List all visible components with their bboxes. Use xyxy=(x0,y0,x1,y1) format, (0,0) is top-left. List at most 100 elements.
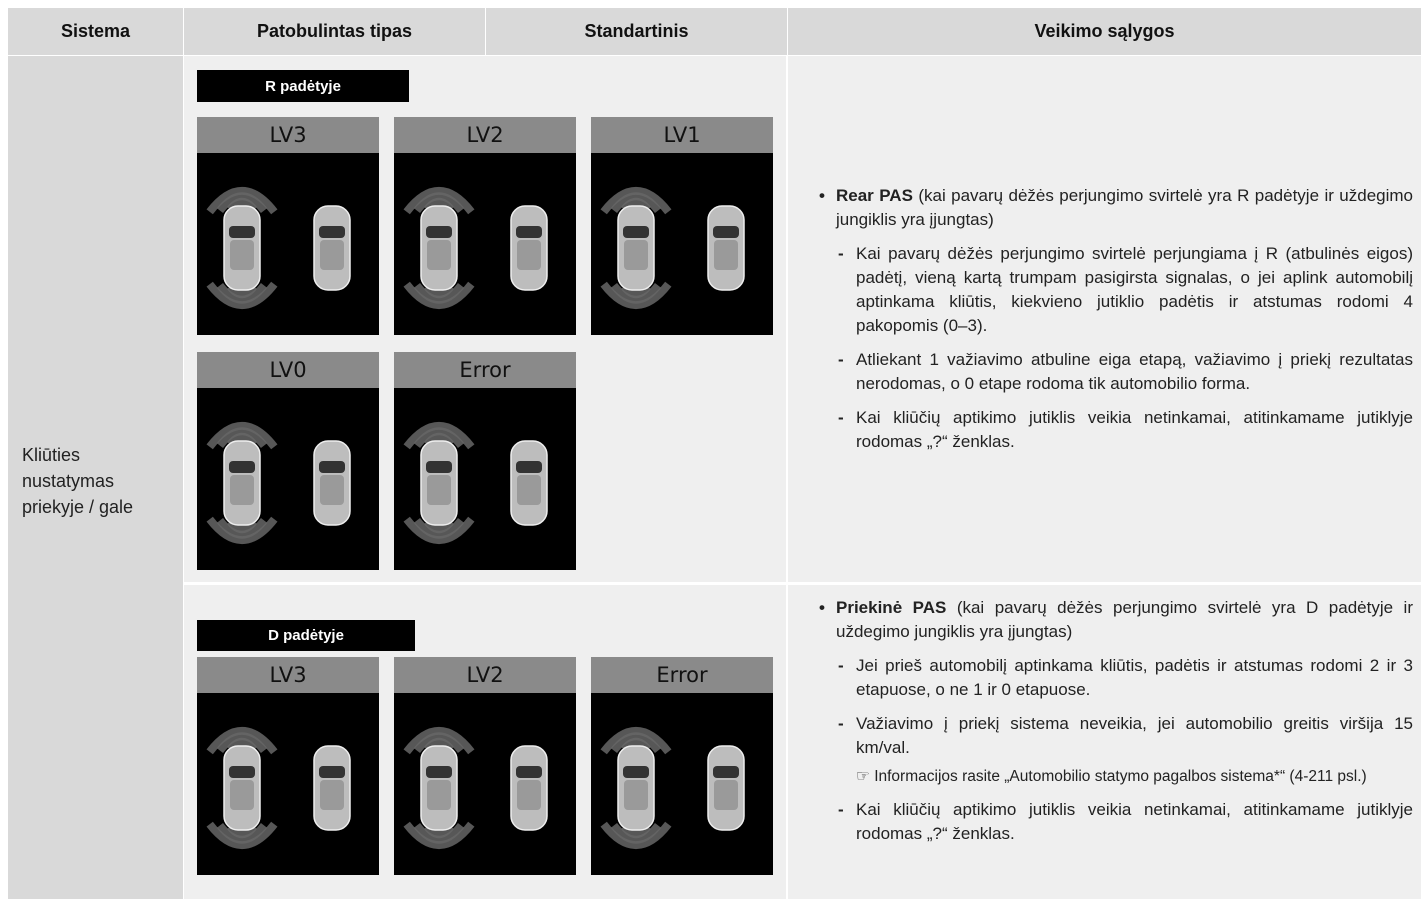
panel-label: LV3 xyxy=(197,657,379,693)
conditions: Rear PAS (kai pavarų dėžės perjungimo sv… xyxy=(787,56,1421,582)
car-window xyxy=(516,461,542,473)
display-panel: LV1 xyxy=(591,117,773,335)
car-window xyxy=(516,766,542,778)
panel-label: LV1 xyxy=(591,117,773,153)
graphic xyxy=(413,427,465,449)
display-panel: LV3 xyxy=(197,657,379,875)
row-label-line: Kliūties xyxy=(22,445,81,465)
car-roof xyxy=(517,475,541,505)
car-window xyxy=(713,226,739,238)
dash-item: Važiavimo į priekį sistema neveikia, jei… xyxy=(805,712,1413,760)
car-window xyxy=(319,461,345,473)
graphic xyxy=(403,516,475,545)
system-cell: Kliūties nustatymas priekyje / gale xyxy=(8,56,183,899)
row-label-line: nustatymas xyxy=(22,471,115,491)
car-roof xyxy=(320,475,344,505)
car-roof xyxy=(230,240,254,270)
graphic xyxy=(600,281,672,310)
graphic xyxy=(216,517,268,539)
car-roof xyxy=(624,240,648,270)
position-badge: R padėtyje xyxy=(197,70,409,102)
dash-item: Kai kliūčių aptikimo jutiklis veikia net… xyxy=(805,406,1413,454)
header-cell: Standartinis xyxy=(486,8,787,55)
dash-item: Atliekant 1 važiavimo atbuline eiga etap… xyxy=(805,348,1413,396)
header-cell: Veikimo sąlygos xyxy=(788,8,1421,55)
car-window xyxy=(516,226,542,238)
display-panel: LV3 xyxy=(197,117,379,335)
car-roof xyxy=(517,780,541,810)
graphic xyxy=(610,192,662,214)
display-panel: LV0 xyxy=(197,352,379,570)
display-panel: Error xyxy=(394,352,576,570)
graphic xyxy=(206,421,278,450)
graphic xyxy=(600,186,672,215)
car-roof xyxy=(427,475,451,505)
panel-label: LV2 xyxy=(394,657,576,693)
bullet: Priekinė PAS (kai pavarų dėžės perjungim… xyxy=(805,596,1413,644)
bullet-text: (kai pavarų dėžės perjungimo svirtelė yr… xyxy=(836,598,1413,641)
display-panel: LV2 xyxy=(394,117,576,335)
graphic xyxy=(610,732,662,754)
car-window xyxy=(426,766,452,778)
bullet: Rear PAS (kai pavarų dėžės perjungimo sv… xyxy=(805,184,1413,232)
car-window xyxy=(426,226,452,238)
graphic xyxy=(403,726,475,755)
graphic xyxy=(216,192,268,214)
panel-image xyxy=(206,726,351,850)
dash-item: Kai kliūčių aptikimo jutiklis veikia net… xyxy=(805,798,1413,846)
car-roof xyxy=(517,240,541,270)
bullet-text: (kai pavarų dėžės perjungimo svirtelė yr… xyxy=(836,186,1413,229)
panel-label: LV0 xyxy=(197,352,379,388)
car-window xyxy=(229,226,255,238)
car-window xyxy=(623,766,649,778)
dash-item: Kai pavarų dėžės perjungimo svirtelė per… xyxy=(805,242,1413,338)
panel-image xyxy=(206,421,351,545)
car-roof xyxy=(320,780,344,810)
car-roof xyxy=(427,240,451,270)
panel-label: Error xyxy=(394,352,576,388)
conditions: Priekinė PAS (kai pavarų dėžės perjungim… xyxy=(787,596,1421,846)
graphic xyxy=(403,281,475,310)
graphic xyxy=(413,192,465,214)
car-window xyxy=(713,766,739,778)
graphic xyxy=(403,421,475,450)
car-roof xyxy=(714,780,738,810)
car-roof xyxy=(427,780,451,810)
car-roof xyxy=(230,475,254,505)
graphic xyxy=(403,186,475,215)
header-cell: Patobulintas tipas xyxy=(184,8,485,55)
divider xyxy=(786,56,788,899)
car-roof xyxy=(320,240,344,270)
graphic xyxy=(206,186,278,215)
car-window xyxy=(623,226,649,238)
row-label-line: priekyje / gale xyxy=(22,497,134,517)
car-roof xyxy=(624,780,648,810)
panel-label: Error xyxy=(591,657,773,693)
graphic xyxy=(216,822,268,844)
panel-image xyxy=(600,186,745,310)
conditions-body: Priekinė PAS (kai pavarų dėžės perjungim… xyxy=(805,596,1413,846)
graphic xyxy=(600,821,672,850)
graphic xyxy=(403,821,475,850)
graphic xyxy=(413,282,465,304)
graphic xyxy=(610,282,662,304)
graphic xyxy=(600,726,672,755)
dash-item: Jei prieš automobilį aptinkama kliūtis, … xyxy=(805,654,1413,702)
graphic xyxy=(216,282,268,304)
graphic xyxy=(206,281,278,310)
graphic xyxy=(216,732,268,754)
graphic xyxy=(206,516,278,545)
panel-label: LV2 xyxy=(394,117,576,153)
graphic xyxy=(216,427,268,449)
car-window xyxy=(229,766,255,778)
car-window xyxy=(426,461,452,473)
graphic xyxy=(206,726,278,755)
car-roof xyxy=(230,780,254,810)
car-window xyxy=(319,766,345,778)
panel-image xyxy=(403,421,548,545)
panel-image xyxy=(403,726,548,850)
display-panel: LV2 xyxy=(394,657,576,875)
graphic xyxy=(413,517,465,539)
graphic xyxy=(413,732,465,754)
